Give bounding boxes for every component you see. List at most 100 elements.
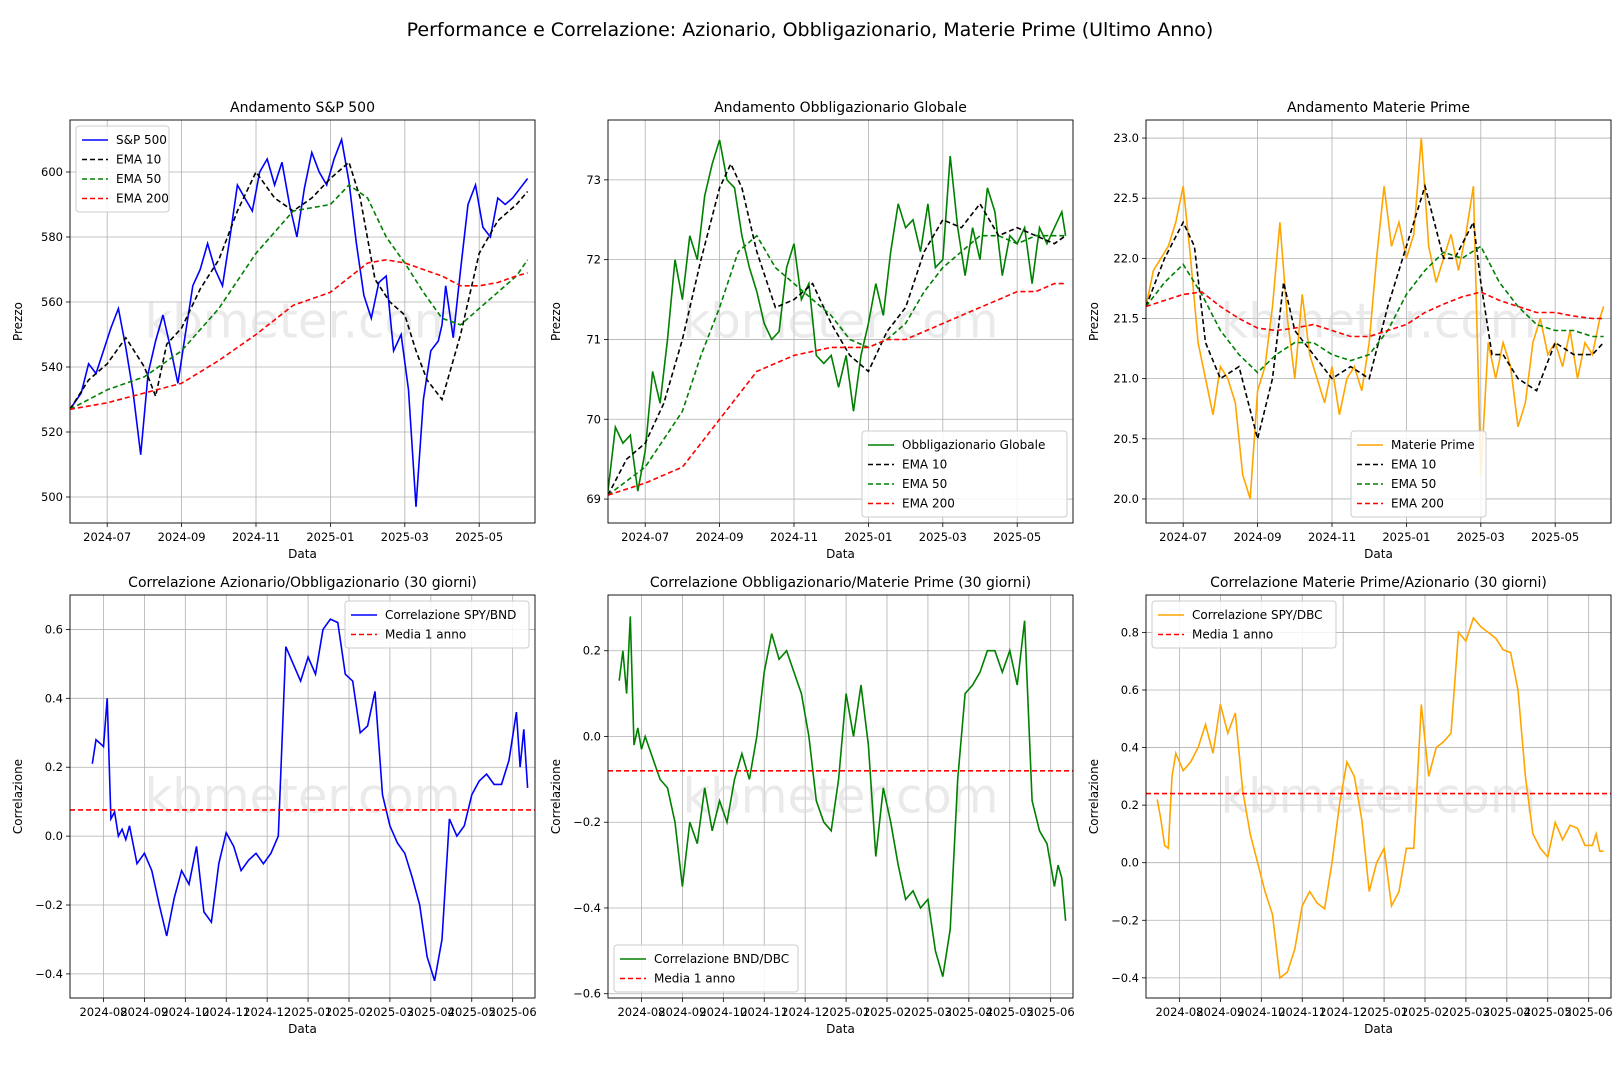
plot-frame bbox=[69, 594, 536, 999]
x-tick-label: 2025-05 bbox=[986, 1005, 1034, 1019]
y-axis-label: Prezzo bbox=[11, 302, 25, 341]
y-tick-label: 0.6 bbox=[45, 622, 63, 636]
x-tick-label: 2024-11 bbox=[1308, 530, 1356, 544]
x-tick-label: 2024-07 bbox=[1159, 530, 1207, 544]
x-tick-label: 2024-11 bbox=[202, 1005, 250, 1019]
x-tick-label: 2025-05 bbox=[455, 530, 503, 544]
x-tick-label: 2025-02 bbox=[863, 1005, 911, 1019]
legend-label: S&P 500 bbox=[116, 133, 167, 147]
y-tick-label: 70 bbox=[586, 412, 601, 426]
y-tick-label: −0.2 bbox=[573, 815, 601, 829]
y-tick-label: 20.0 bbox=[1113, 492, 1139, 506]
chart-panel: Correlazione Materie Prime/Azionario (30… bbox=[1087, 575, 1613, 1036]
x-tick-label: 2024-08 bbox=[1155, 1005, 1203, 1019]
legend-label: EMA 10 bbox=[1391, 458, 1436, 472]
legend-label: Obbligazionario Globale bbox=[902, 438, 1045, 452]
x-tick-label: 2025-05 bbox=[1531, 530, 1579, 544]
x-tick-label: 2024-11 bbox=[740, 1005, 788, 1019]
legend-label: EMA 200 bbox=[116, 192, 169, 206]
chart-title: Andamento S&P 500 bbox=[230, 100, 375, 116]
series-line bbox=[91, 618, 529, 982]
chart-panel: Andamento Materie Prime 20.0 20.5 21.0 21.5 2… bbox=[1087, 100, 1612, 561]
x-tick-label: 2025-04 bbox=[1483, 1005, 1531, 1019]
x-axis-label: Data bbox=[1364, 1022, 1393, 1036]
legend-box bbox=[861, 430, 1068, 518]
y-tick-label: 0.0 bbox=[583, 729, 601, 743]
y-tick-label: 600 bbox=[41, 165, 63, 179]
legend-label: Materie Prime bbox=[1391, 438, 1475, 452]
y-tick-label: −0.6 bbox=[573, 987, 601, 1001]
x-axis-label: Data bbox=[288, 547, 317, 561]
x-tick-label: 2025-06 bbox=[489, 1005, 537, 1019]
y-tick-label: 22.0 bbox=[1113, 251, 1139, 265]
y-tick-label: 500 bbox=[41, 490, 63, 504]
x-tick-label: 2025-05 bbox=[1524, 1005, 1572, 1019]
chart-title: Correlazione Obbligazionario/Materie Pri… bbox=[650, 575, 1031, 591]
series-line bbox=[1146, 137, 1605, 500]
x-tick-label: 2024-12 bbox=[1319, 1005, 1367, 1019]
y-tick-label: 73 bbox=[586, 173, 601, 187]
plot-frame bbox=[1145, 119, 1612, 524]
y-tick-label: 0.2 bbox=[583, 644, 601, 658]
series-line bbox=[618, 616, 1067, 977]
x-tick-label: 2025-06 bbox=[1027, 1005, 1075, 1019]
x-tick-label: 2025-03 bbox=[1457, 530, 1505, 544]
x-tick-label: 2025-02 bbox=[325, 1005, 373, 1019]
legend: S&P 500 EMA 10 EMA 50 EMA 200 bbox=[75, 125, 170, 213]
x-tick-label: 2024-09 bbox=[696, 530, 744, 544]
y-tick-label: 69 bbox=[586, 492, 601, 506]
x-tick-label: 2024-10 bbox=[161, 1005, 209, 1019]
y-axis-label: Correlazione bbox=[1087, 759, 1101, 834]
y-axis-label: Prezzo bbox=[1087, 302, 1101, 341]
y-tick-label: 0.0 bbox=[45, 829, 63, 843]
x-tick-label: 2025-02 bbox=[1401, 1005, 1449, 1019]
legend-label: EMA 50 bbox=[116, 172, 161, 186]
y-tick-label: 520 bbox=[41, 425, 63, 439]
y-tick-label: 0.6 bbox=[1121, 683, 1139, 697]
x-tick-label: 2025-03 bbox=[904, 1005, 952, 1019]
y-axis-label: Correlazione bbox=[549, 759, 563, 834]
y-tick-label: 0.2 bbox=[45, 760, 63, 774]
x-tick-label: 2025-03 bbox=[919, 530, 967, 544]
legend-label: Correlazione SPY/BND bbox=[385, 608, 516, 622]
chart-panel: Correlazione Azionario/Obbligazionario (… bbox=[11, 575, 537, 1036]
y-tick-label: 20.5 bbox=[1113, 432, 1139, 446]
series-line bbox=[1146, 291, 1604, 338]
y-tick-label: 21.5 bbox=[1113, 311, 1139, 325]
y-axis-label: Prezzo bbox=[549, 302, 563, 341]
x-tick-label: 2025-01 bbox=[306, 530, 354, 544]
legend-box bbox=[75, 125, 170, 213]
legend: Correlazione BND/DBC Media 1 anno bbox=[613, 944, 799, 993]
plot-frame bbox=[69, 119, 536, 524]
legend-box bbox=[613, 944, 799, 993]
legend: Obbligazionario Globale EMA 10 EMA 50 EMA 2… bbox=[861, 430, 1068, 518]
x-tick-label: 2024-11 bbox=[770, 530, 818, 544]
x-tick-label: 2025-03 bbox=[381, 530, 429, 544]
legend-label: Media 1 anno bbox=[385, 628, 466, 642]
y-tick-label: 0.0 bbox=[1121, 856, 1139, 870]
series-line bbox=[608, 234, 1066, 496]
x-tick-label: 2025-01 bbox=[1360, 1005, 1408, 1019]
series-line bbox=[608, 282, 1066, 496]
x-tick-label: 2025-01 bbox=[844, 530, 892, 544]
x-tick-label: 2024-09 bbox=[120, 1005, 168, 1019]
x-tick-label: 2025-05 bbox=[993, 530, 1041, 544]
x-axis-label: Data bbox=[1364, 547, 1393, 561]
y-tick-label: −0.4 bbox=[1111, 971, 1139, 985]
x-tick-label: 2024-07 bbox=[621, 530, 669, 544]
plot-frame bbox=[1145, 594, 1612, 999]
legend-label: Correlazione SPY/DBC bbox=[1192, 608, 1323, 622]
x-tick-label: 2024-09 bbox=[1234, 530, 1282, 544]
x-tick-label: 2025-06 bbox=[1565, 1005, 1613, 1019]
x-tick-label: 2025-04 bbox=[945, 1005, 993, 1019]
series-line bbox=[70, 183, 529, 411]
legend-box bbox=[344, 600, 530, 649]
plot-frame bbox=[607, 119, 1074, 524]
x-tick-label: 2025-03 bbox=[1442, 1005, 1490, 1019]
legend-label: Media 1 anno bbox=[1192, 628, 1273, 642]
x-tick-label: 2024-09 bbox=[158, 530, 206, 544]
x-axis-label: Data bbox=[826, 1022, 855, 1036]
y-tick-label: −0.2 bbox=[35, 898, 63, 912]
figure-title: Performance e Correlazione: Azionario, O… bbox=[407, 19, 1214, 41]
x-tick-label: 2025-01 bbox=[1382, 530, 1430, 544]
